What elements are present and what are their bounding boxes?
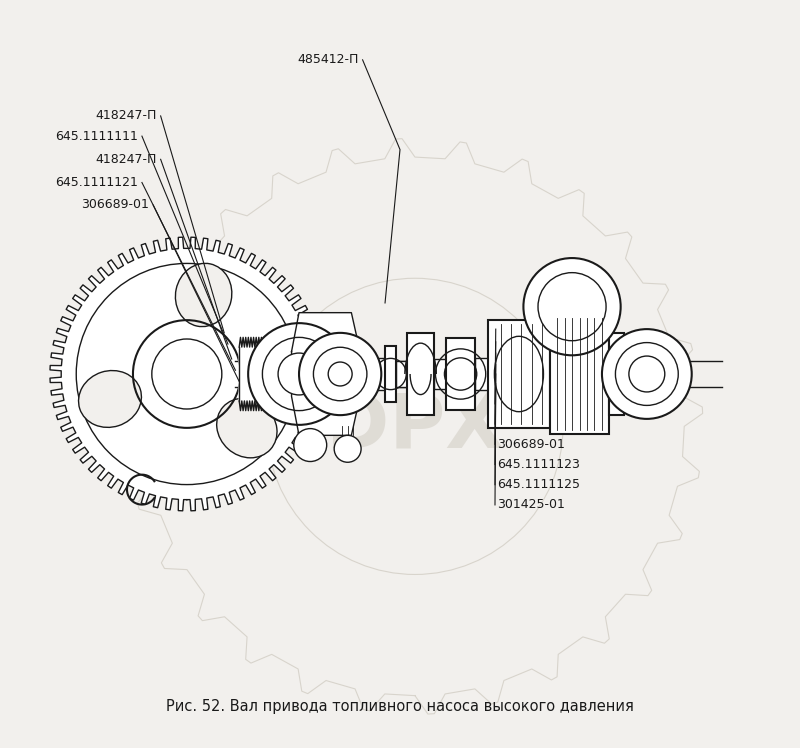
Bar (610, 333, 625, 415)
Bar (475, 358, 488, 390)
Polygon shape (291, 313, 362, 435)
Text: 645.1111115: 645.1111115 (498, 417, 580, 431)
Text: 418247-П: 418247-П (95, 109, 157, 123)
Bar (359, 358, 385, 390)
Circle shape (299, 333, 382, 415)
Circle shape (602, 329, 692, 419)
Circle shape (294, 429, 326, 462)
Text: 418247-П: 418247-П (95, 153, 157, 166)
Circle shape (523, 258, 621, 355)
Text: 301425-01: 301425-01 (498, 498, 565, 512)
Text: 309818-П: 309818-П (498, 397, 558, 411)
Bar (385, 346, 396, 402)
Text: 645.1111123: 645.1111123 (498, 458, 580, 471)
Text: Рис. 52. Вал привода топливного насоса высокого давления: Рис. 52. Вал привода топливного насоса в… (166, 699, 634, 714)
Bar (550, 314, 610, 434)
Text: 485412-П: 485412-П (298, 53, 359, 67)
Polygon shape (239, 337, 291, 401)
Text: 306689-01: 306689-01 (498, 438, 565, 451)
Circle shape (334, 435, 361, 462)
Ellipse shape (78, 370, 142, 427)
Bar (396, 361, 407, 387)
Text: 645.1111125: 645.1111125 (498, 478, 580, 491)
Bar (434, 359, 446, 389)
Bar (407, 333, 434, 415)
Bar (488, 320, 550, 428)
Text: 645.1111121: 645.1111121 (55, 176, 138, 189)
Ellipse shape (217, 398, 277, 458)
Text: DPX: DPX (326, 390, 504, 463)
Bar (446, 338, 474, 410)
Circle shape (248, 323, 350, 425)
Polygon shape (50, 237, 324, 511)
Ellipse shape (175, 263, 232, 327)
Text: 645.1111111: 645.1111111 (55, 129, 138, 143)
Text: 306689-01: 306689-01 (82, 198, 150, 212)
Circle shape (328, 362, 352, 386)
Circle shape (278, 353, 320, 395)
